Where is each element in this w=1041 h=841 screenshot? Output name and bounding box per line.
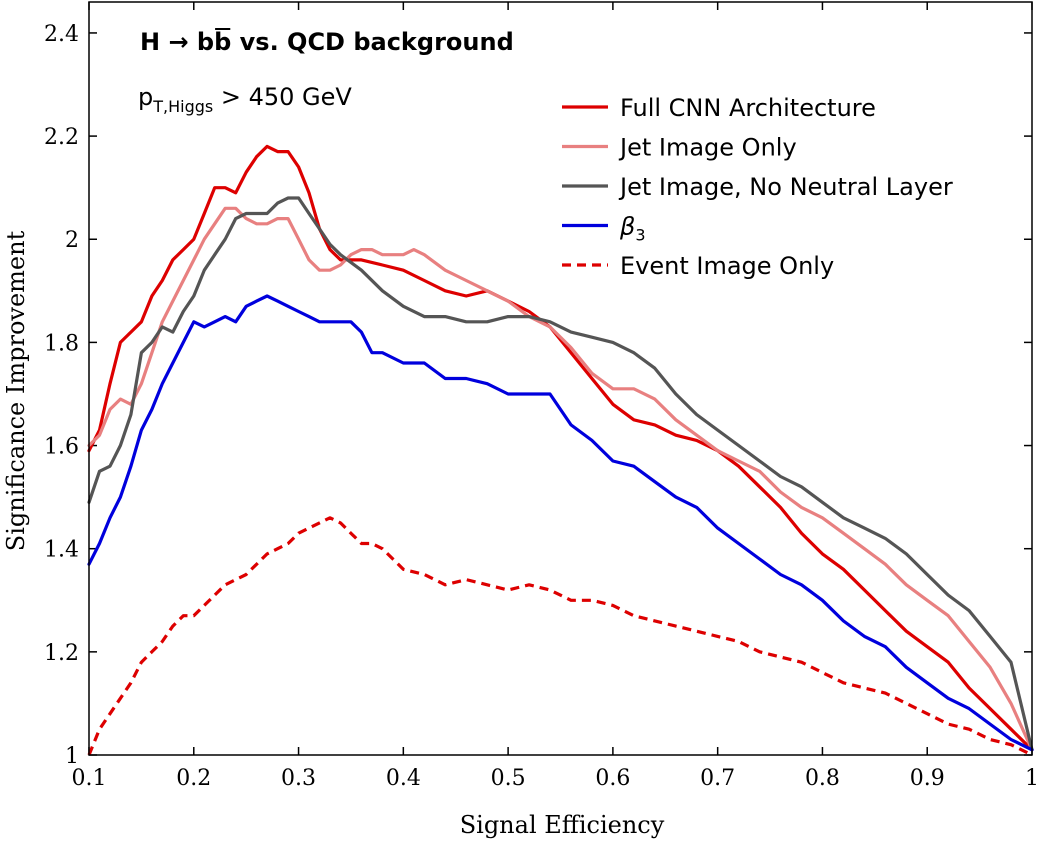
- y-tick-label: 2: [65, 228, 79, 253]
- x-tick-label: 0.1: [72, 766, 107, 791]
- legend-label-4: Event Image Only: [620, 252, 834, 280]
- legend-label-1: Jet Image Only: [618, 134, 797, 162]
- x-tick-label: 0.7: [700, 766, 735, 791]
- pt-annotation-rest: > 450 GeV: [213, 83, 352, 111]
- legend: Full CNN Architecture Jet Image Only Jet I…: [562, 94, 953, 280]
- series-line-1: [87, 206, 1034, 752]
- chart-title-prefix: H → b: [140, 28, 214, 56]
- x-axis-label: Signal Efficiency: [460, 811, 665, 839]
- series-line-2: [87, 196, 1034, 752]
- y-tick-label: 2.2: [44, 125, 79, 150]
- y-tick-label: 1.8: [44, 331, 79, 356]
- legend-label-3: β3: [619, 213, 646, 245]
- series-line-4: [87, 516, 1033, 757]
- chart-title-suffix: vs. QCD background: [231, 28, 513, 56]
- chart-title: H → bb vs. QCD background: [140, 28, 514, 56]
- legend-label-0: Full CNN Architecture: [620, 94, 876, 122]
- series-layer: [87, 144, 1034, 757]
- x-tick-label: 0.3: [281, 766, 316, 791]
- legend-label-2: Jet Image, No Neutral Layer: [618, 173, 953, 201]
- plot-frame: [88, 1, 1033, 756]
- pt-annotation-main: p: [138, 83, 153, 111]
- y-tick-label: 1: [65, 744, 79, 769]
- y-tick-label: 1.2: [44, 641, 79, 666]
- x-tick-label: 0.5: [491, 766, 526, 791]
- pt-annotation: pT,Higgs > 450 GeV: [138, 83, 352, 116]
- x-tick-label: 0.4: [386, 766, 421, 791]
- chart-title-bbar: b: [214, 28, 231, 56]
- x-tick-label: 0.2: [176, 766, 211, 791]
- pt-annotation-subscript: T,Higgs: [152, 97, 213, 116]
- x-tick-label: 0.8: [805, 766, 840, 791]
- y-axis-label: Significance Improvement: [2, 230, 30, 551]
- series-line-0: [87, 144, 1034, 752]
- y-tick-label: 1.6: [44, 435, 79, 460]
- x-tick-label: 0.9: [910, 766, 945, 791]
- ticks-layer: 0.1 0.2 0.3 0.4 0.5 0.6 0.7 0.8 0.9 1 1 1.2 1.4 1.6 1.…: [44, 2, 1039, 791]
- y-tick-label: 2.4: [44, 22, 79, 47]
- x-tick-label: 0.6: [595, 766, 630, 791]
- series-line-3: [87, 294, 1034, 752]
- y-tick-label: 1.4: [44, 538, 79, 563]
- x-tick-label: 1: [1025, 766, 1039, 791]
